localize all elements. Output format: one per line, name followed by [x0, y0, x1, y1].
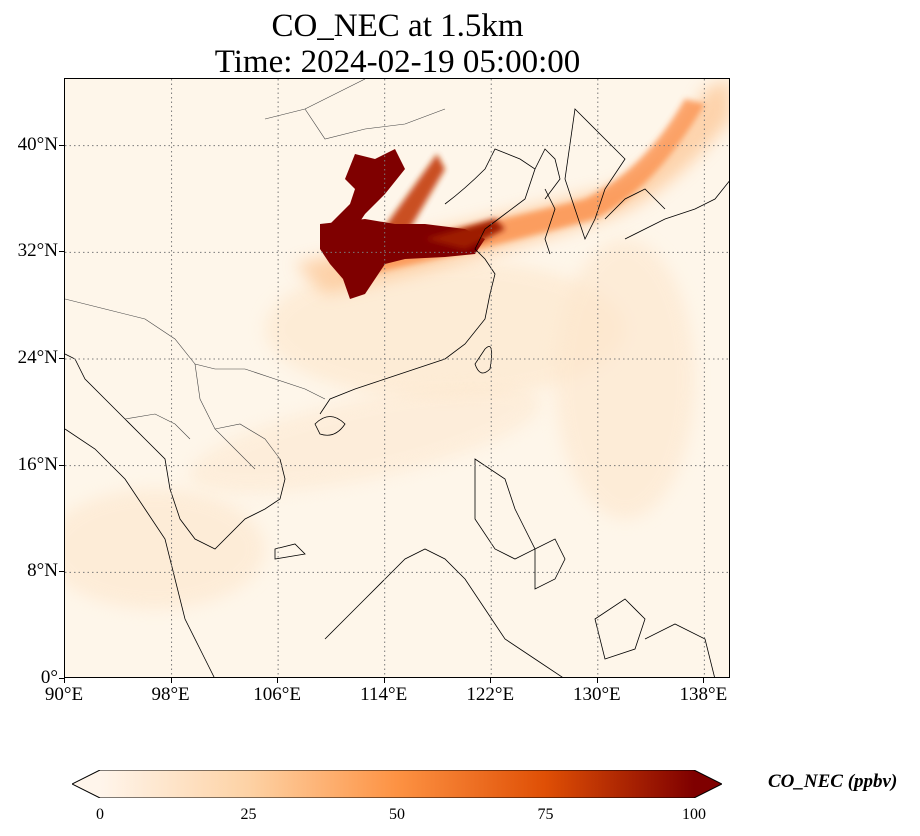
lon-tick-label: 114°E: [360, 684, 408, 705]
lon-tick-mark: [170, 678, 172, 683]
colorbar-tick-label: 0: [96, 806, 104, 823]
lon-tick-mark: [383, 678, 385, 683]
colorbar-tick-label: 25: [240, 806, 257, 823]
colorbar-tick-label: 100: [682, 806, 706, 823]
colorbar-label: CO_NEC (ppbv): [768, 771, 898, 792]
lon-tick-label: 122°E: [466, 684, 515, 705]
gridlines: [65, 79, 729, 677]
country-borders: [65, 79, 446, 470]
concentration-background: [65, 239, 695, 609]
lat-tick-mark: [59, 251, 64, 253]
lat-tick-mark: [59, 464, 64, 466]
lat-tick-label: 8°N: [27, 560, 58, 582]
lat-tick-label: 32°N: [17, 240, 58, 262]
colorbar-extend-max: [694, 770, 722, 798]
lat-tick-mark: [59, 358, 64, 359]
colorbar-tick-label: 50: [389, 806, 405, 823]
lon-tick-mark: [703, 678, 705, 683]
map-panel: [64, 78, 730, 678]
lon-tick-label: 138°E: [679, 684, 728, 705]
lat-tick-label: 24°N: [17, 347, 58, 368]
lat-tick-mark: [59, 571, 64, 573]
colorbar: [72, 770, 722, 798]
lon-tick-mark: [490, 678, 492, 683]
coastlines: [65, 108, 729, 677]
lon-tick-mark: [277, 678, 279, 683]
lon-tick-label: 98°E: [151, 684, 190, 705]
lon-tick-mark: [64, 678, 65, 683]
lat-tick-label: 16°N: [17, 453, 58, 475]
lon-tick-label: 130°E: [572, 684, 621, 705]
lat-tick-label: 40°N: [17, 133, 58, 155]
lat-tick-label: 0°: [40, 667, 58, 688]
lon-tick-mark: [596, 678, 598, 683]
lat-tick-mark: [59, 144, 64, 146]
map-timestamp: Time: 2024-02-19 05:00:00: [214, 44, 581, 80]
lon-tick-label: 90°E: [44, 684, 84, 705]
map-canvas: [65, 79, 729, 677]
colorbar-extend-min: [72, 770, 100, 798]
lon-tick-label: 106°E: [253, 684, 301, 705]
colorbar-tick-label: 75: [537, 806, 554, 823]
lat-tick-mark: [59, 678, 64, 679]
colorbar-gradient: [100, 770, 694, 798]
map-title: CO_NEC at 1.5km: [271, 8, 524, 44]
